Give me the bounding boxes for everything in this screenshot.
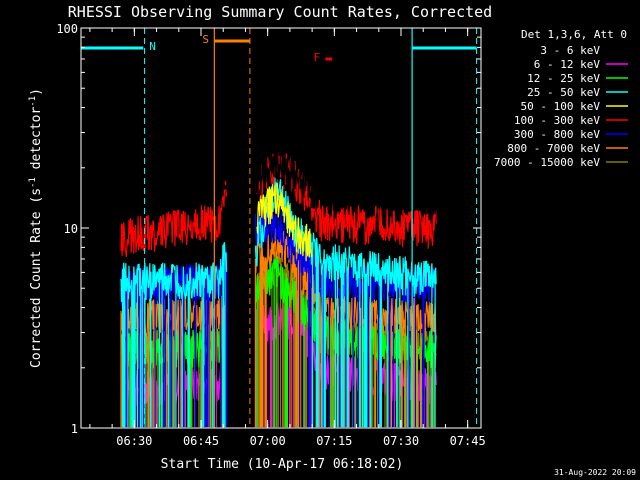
x-tick-label: 07:30 bbox=[383, 434, 419, 448]
series-layer bbox=[120, 147, 437, 428]
footer-date: 31-Aug-2022 20:09 bbox=[554, 468, 636, 477]
legend-entry-label: 7000 - 15000 keV bbox=[494, 156, 600, 169]
flag-label: S bbox=[202, 33, 209, 46]
x-tick-label: 07:45 bbox=[450, 434, 486, 448]
y-tick-label: 100 bbox=[56, 22, 78, 36]
x-axis-label: Start Time (10-Apr-17 06:18:02) bbox=[161, 457, 404, 472]
legend-entry-label: 25 - 50 keV bbox=[527, 86, 600, 99]
legend-entry-label: 6 - 12 keV bbox=[534, 58, 601, 71]
x-tick-label: 06:45 bbox=[183, 434, 219, 448]
x-tick-label: 07:15 bbox=[316, 434, 352, 448]
legend-entry-label: 100 - 300 keV bbox=[514, 114, 600, 127]
y-tick-label: 10 bbox=[64, 222, 78, 236]
legend-entry-label: 300 - 800 keV bbox=[514, 128, 600, 141]
series-line bbox=[120, 147, 437, 217]
x-tick-label: 07:00 bbox=[250, 434, 286, 448]
legend-entry-label: 800 - 7000 keV bbox=[507, 142, 600, 155]
flag-label: F bbox=[313, 51, 320, 64]
series-line bbox=[256, 183, 313, 262]
legend-entry-label: 12 - 25 keV bbox=[527, 72, 600, 85]
axis-ticks: 1 10 100 06:30 06:45 07:00 07:15 07:30 07:45 bbox=[56, 22, 485, 448]
legend-title: Det 1,3,6, Att 0 bbox=[521, 28, 627, 41]
y-tick-label: 1 bbox=[71, 422, 78, 436]
legend-entry-label: 3 - 6 keV bbox=[540, 44, 600, 57]
flag-label: N bbox=[149, 40, 156, 53]
legend-entry-label: 50 - 100 keV bbox=[521, 100, 601, 113]
chart-title: RHESSI Observing Summary Count Rates, Co… bbox=[68, 3, 492, 21]
x-tick-label: 06:30 bbox=[116, 434, 152, 448]
y-axis-label: Corrected Count Rate (s-1 detector-1) bbox=[28, 88, 44, 368]
